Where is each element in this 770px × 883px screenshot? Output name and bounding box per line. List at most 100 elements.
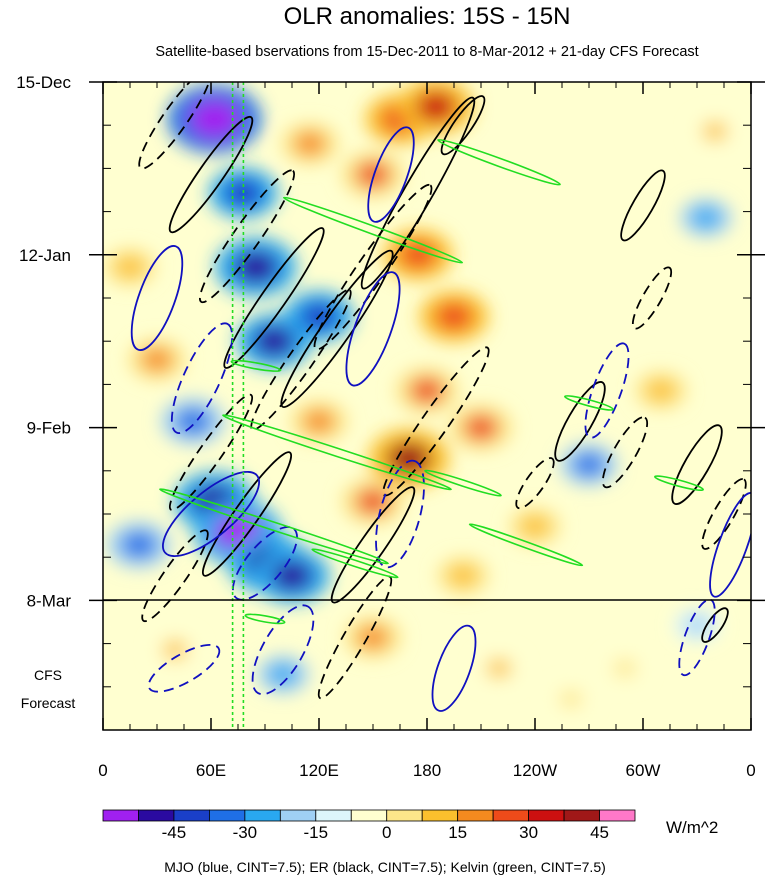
- er-contour: [330, 486, 416, 604]
- colorbar-swatch: [421, 809, 459, 822]
- kelvin-contour: [424, 469, 502, 497]
- colorbar-swatch: [208, 809, 246, 822]
- colorbar: -45 -30 -15 0 15 30 45: [102, 809, 636, 842]
- mjo-contour: [170, 322, 234, 435]
- colorbar-unit: W/m^2: [666, 818, 718, 837]
- colorbar-swatch: [279, 809, 317, 822]
- x-tick-label: 120W: [513, 761, 557, 780]
- kelvin-contour: [564, 395, 614, 411]
- anomaly-blob-core: [175, 408, 211, 435]
- x-tick-label: 0: [98, 761, 107, 780]
- anomaly-blob-core: [647, 380, 675, 401]
- anomaly-blob-core: [269, 664, 297, 685]
- anomaly-blob-core: [162, 640, 188, 659]
- contour-layer: [130, 82, 751, 730]
- chart-title: OLR anomalies: 15S - 15N: [284, 3, 571, 30]
- colorbar-swatch: [492, 809, 529, 822]
- kelvin-contour: [654, 475, 704, 492]
- colorbar-swatch: [102, 809, 139, 822]
- anomaly-blob-core: [692, 207, 720, 229]
- colorbar-tick-label: 0: [382, 823, 391, 842]
- er-contour: [141, 529, 209, 623]
- anomaly-blob-core: [271, 560, 313, 592]
- x-tick-label: 180: [413, 761, 441, 780]
- contour-legend: MJO (blue, CINT=7.5); ER (black, CINT=7.…: [164, 859, 606, 875]
- mjo-contour: [709, 492, 751, 598]
- er-contour: [620, 169, 666, 242]
- mjo-contour: [431, 624, 477, 712]
- anomaly-blob-core: [355, 161, 391, 188]
- kelvin-contour: [468, 523, 584, 567]
- anomaly-blob-core: [141, 348, 173, 372]
- er-contour: [515, 457, 555, 510]
- er-contour: [168, 393, 254, 511]
- mjo-contour: [251, 604, 315, 696]
- kelvin-contour: [282, 196, 464, 264]
- anomaly-blob-core: [224, 179, 263, 208]
- colorbar-swatch: [244, 809, 281, 822]
- colorbar-swatch: [138, 809, 175, 822]
- er-contour: [201, 451, 293, 577]
- colorbar-swatch: [528, 809, 565, 822]
- kelvin-contour: [244, 613, 286, 625]
- mjo-contour: [130, 245, 184, 351]
- er-contour: [701, 607, 729, 643]
- mjo-contour: [375, 459, 425, 569]
- er-contour: [440, 95, 486, 156]
- anomaly-blob-core: [116, 256, 144, 278]
- y-axis: 15-Dec 12-Jan 9-Feb 8-Mar: [16, 73, 765, 688]
- colorbar-tick-label: -15: [304, 823, 329, 842]
- er-contour: [168, 115, 254, 234]
- anomaly-blob-core: [303, 409, 335, 434]
- mjo-contour: [584, 342, 630, 439]
- mjo-contour: [147, 643, 221, 693]
- mjo-contour: [162, 471, 260, 557]
- anomaly-blob-core: [409, 377, 445, 404]
- y-tick-label: 8-Mar: [27, 591, 72, 610]
- anomaly-blob-core: [449, 565, 477, 587]
- er-contour: [223, 227, 325, 369]
- colorbar-swatch: [457, 809, 494, 822]
- colorbar-swatch: [173, 809, 210, 822]
- mjo-contour: [367, 126, 415, 223]
- x-tick-label: 60W: [626, 761, 661, 780]
- chart-subtitle: Satellite-based bservations from 15-Dec-…: [155, 44, 698, 60]
- anomaly-blob-core: [486, 659, 512, 678]
- anomaly-blob-core: [684, 615, 710, 635]
- colorbar-swatch: [315, 809, 352, 822]
- anomaly-blob-core: [415, 91, 457, 122]
- x-axis: 0 60E 120E 180 120W 60W 0: [98, 82, 756, 780]
- anomaly-blob-core: [355, 488, 391, 515]
- anomaly-blob-core: [253, 325, 295, 357]
- colorbar-tick-label: -45: [162, 823, 187, 842]
- kelvin-contour: [230, 359, 282, 372]
- colorbar-tick-label: 30: [519, 823, 538, 842]
- er-contour: [280, 249, 394, 408]
- x-tick-label: 120E: [299, 761, 339, 780]
- er-contour: [554, 381, 606, 462]
- anomaly-blob-core: [189, 100, 240, 139]
- colorbar-swatch: [386, 809, 423, 822]
- colorbar-tick-label: -30: [233, 823, 258, 842]
- anomaly-blob-core: [573, 453, 605, 477]
- anomaly-blob-core: [702, 122, 728, 141]
- x-tick-label: 0: [746, 761, 755, 780]
- colorbar-swatch: [563, 809, 600, 822]
- anomaly-blob-core: [435, 302, 473, 331]
- forecast-label-line-2: Forecast: [21, 695, 76, 711]
- er-contour: [671, 424, 723, 505]
- kelvin-contour: [159, 488, 389, 565]
- y-tick-label: 9-Feb: [27, 419, 71, 438]
- colorbar-swatch: [350, 809, 388, 822]
- colorbar-swatch: [599, 809, 636, 822]
- colorbar-tick-label: 15: [448, 823, 467, 842]
- y-tick-label: 12-Jan: [19, 246, 71, 265]
- anomaly-blob-core: [121, 532, 157, 558]
- anomaly-blob-core: [559, 690, 583, 708]
- y-tick-label: 15-Dec: [16, 73, 71, 92]
- anomaly-blob-core: [294, 132, 326, 156]
- anomaly-blob-core: [521, 515, 549, 537]
- anomaly-blob-core: [233, 250, 279, 284]
- anomaly-blob-core: [613, 659, 637, 677]
